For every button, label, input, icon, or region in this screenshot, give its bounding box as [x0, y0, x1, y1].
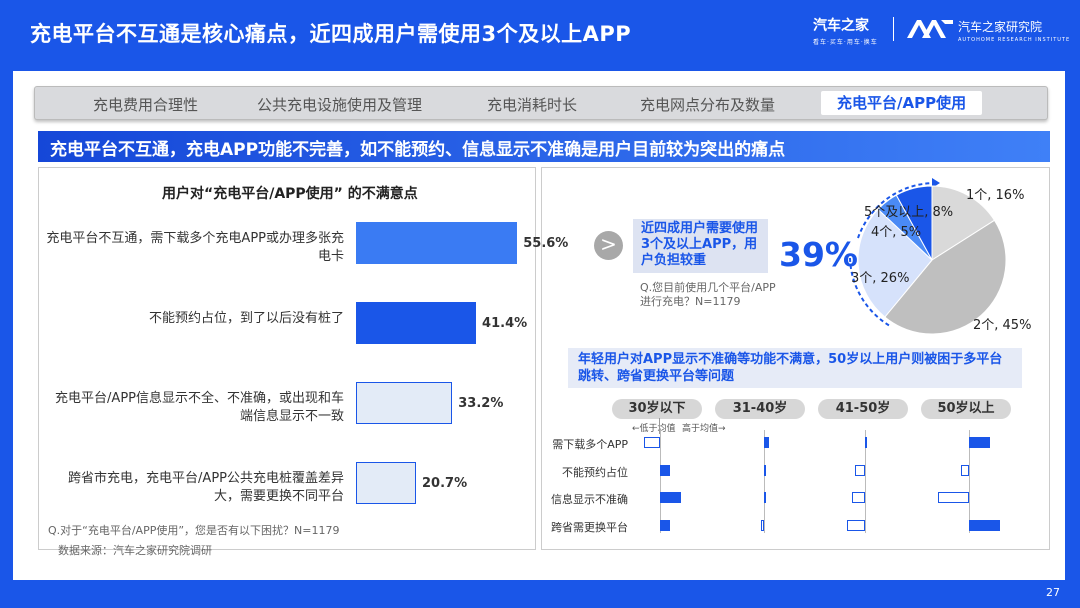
bar [356, 302, 477, 344]
legend-above-average: 高于均值→ [682, 424, 726, 434]
deviation-bar [644, 437, 660, 448]
deviation-bar [937, 492, 969, 503]
bar-value-label: 33.2% [458, 396, 504, 411]
deviation-bar [764, 492, 766, 503]
pie-slice-label: 5个及以上, 8% [864, 205, 954, 220]
bar [356, 382, 453, 424]
tab-charging-network[interactable]: 充电网点分布及数量 [640, 96, 776, 114]
row-category-label: 跨省需更换平台 [551, 521, 628, 534]
row-category-label: 需下载多个APP [552, 438, 628, 451]
row-category-label: 信息显示不准确 [551, 493, 628, 506]
pie-arc-arrow [857, 181, 937, 239]
bar-category-label: 不能预约占位，到了以后没有桩了 [148, 311, 344, 326]
deviation-bar [764, 465, 766, 476]
bar [356, 462, 417, 504]
app-count-pie-chart [849, 178, 1007, 335]
arrow-head-icon [932, 178, 940, 188]
age-group-pill: 31-40岁 [715, 399, 805, 419]
key-finding-banner: 充电平台不互通，充电APP功能不完善，如不能预约、信息显示不准确是用户目前较为突… [38, 131, 1050, 162]
legend-axis-tick [659, 418, 660, 434]
deviation-bar [660, 465, 671, 476]
bar-chart-question: Q.对于“充电平台/APP使用”，您是否有以下困扰？N=1179 [48, 524, 340, 537]
bar-category-label: 跨省市充电，充电平台/APP公共充电桩覆盖差异大，需要更换不同平台 [68, 471, 344, 504]
brand-slogan: 看车·买车·用车·换车 [813, 39, 878, 46]
deviation-bar [961, 465, 969, 476]
institute-subtitle: AUTOHOME RESEARCH INSTITUTE [958, 37, 1071, 43]
deviation-bar [846, 520, 865, 531]
institute-name: 汽车之家研究院 AUTOHOME RESEARCH INSTITUTE [958, 18, 1070, 43]
zero-axis-line [764, 430, 765, 533]
pie-question: Q.您目前使用几个平台/APP进行充电？N=1179 [640, 281, 776, 308]
zero-axis-line [969, 430, 970, 533]
chevron-right-icon: > [594, 231, 623, 260]
brand-logo: 汽车之家 看车·买车·用车·换车 [813, 15, 878, 46]
bar-chart-title: 用户对“充电平台/APP使用” 的不满意点 [162, 186, 418, 202]
bar-value-label: 55.6% [523, 236, 569, 251]
pie-slice [931, 185, 996, 261]
pie-slice-label: 3个, 26% [851, 271, 910, 286]
pie-slice [884, 219, 1007, 335]
age-insight-banner: 年轻用户对APP显示不准确等功能不满意，50岁以上用户则被困于多平台跳转、跨省更… [568, 348, 1022, 388]
pie-slice [857, 208, 933, 318]
pie-arc-arrow-bottom [849, 257, 891, 327]
bar-value-label: 20.7% [422, 476, 468, 491]
institute-logo-icon [907, 20, 953, 38]
age-group-pill: 30岁以下 [612, 399, 702, 419]
deviation-bar [854, 465, 865, 476]
age-group-pill: 41-50岁 [818, 399, 908, 419]
bar-category-label: 充电平台不互通，需下载多个充电APP或办理多张充电卡 [46, 231, 344, 264]
deviation-bar [969, 520, 1001, 531]
bar-category-label: 充电平台/APP信息显示不全、不准确，或出现和车端信息显示不一致 [55, 391, 344, 424]
deviation-bar [969, 437, 990, 448]
tab-charging-time[interactable]: 充电消耗时长 [487, 96, 578, 114]
tab-bar: 充电费用合理性 公共充电设施使用及管理 充电消耗时长 充电网点分布及数量 充电平… [34, 86, 1048, 120]
pie-slice-label: 4个, 5% [871, 225, 922, 240]
zero-axis-line [660, 430, 661, 533]
deviation-bar [764, 437, 770, 448]
deviation-bar [660, 520, 671, 531]
left-chart-box [38, 167, 536, 550]
pie-slice [895, 185, 933, 261]
page-title: 充电平台不互通是核心痛点，近四成用户需使用3个及以上APP [30, 22, 632, 46]
zero-axis-line [865, 430, 866, 533]
brand-name: 汽车之家 [813, 18, 869, 34]
pie-slice-label: 2个, 45% [973, 318, 1032, 333]
pie-slice-label: 1个, 16% [966, 188, 1025, 203]
bar-value-label: 41.4% [482, 316, 528, 331]
highlight-percentage: 39% [779, 235, 858, 274]
app-count-callout: 近四成用户需要使用3个及以上APP，用户负担较重 [633, 219, 768, 273]
brand-divider [893, 17, 894, 41]
deviation-bar [660, 492, 681, 503]
page-number: 27 [1046, 586, 1060, 599]
bar [356, 222, 518, 264]
deviation-bar [761, 520, 764, 531]
row-category-label: 不能预约占位 [562, 466, 628, 479]
legend-below-average: ←低于均值 [632, 424, 676, 434]
tab-charging-cost[interactable]: 充电费用合理性 [93, 96, 199, 114]
data-source: 数据来源：汽车之家研究院调研 [58, 544, 212, 557]
tab-platform-app[interactable]: 充电平台/APP使用 [821, 91, 983, 115]
deviation-bar [865, 437, 867, 448]
right-chart-box [541, 167, 1050, 550]
tab-public-facilities[interactable]: 公共充电设施使用及管理 [257, 96, 423, 114]
institute-title: 汽车之家研究院 [958, 20, 1043, 34]
age-group-pill: 50岁以上 [921, 399, 1011, 419]
deviation-bar [852, 492, 865, 503]
